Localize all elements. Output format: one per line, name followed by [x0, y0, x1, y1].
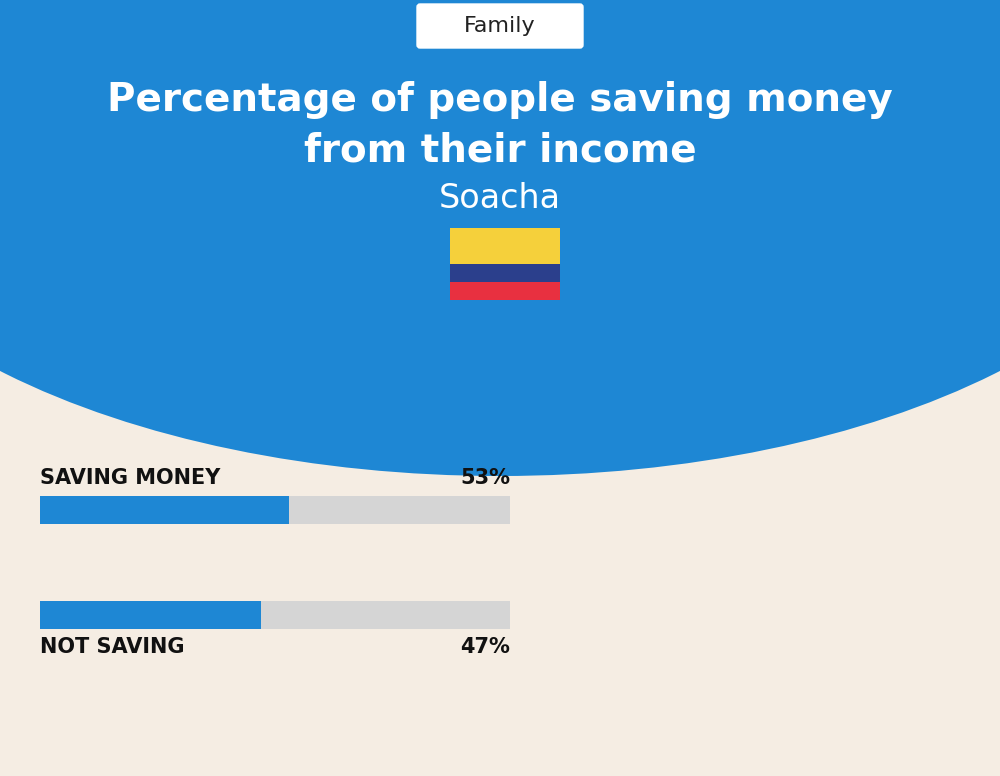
Text: Soacha: Soacha [439, 182, 561, 214]
Text: 53%: 53% [460, 468, 510, 488]
Bar [40, 496, 289, 524]
Bar [40, 496, 510, 524]
Text: NOT SAVING: NOT SAVING [40, 637, 184, 657]
Bar [450, 282, 560, 300]
Text: Percentage of people saving money: Percentage of people saving money [107, 81, 893, 119]
Text: Family: Family [464, 16, 536, 36]
Bar [40, 601, 261, 629]
Text: from their income: from their income [304, 131, 696, 169]
Text: SAVING MONEY: SAVING MONEY [40, 468, 220, 488]
Ellipse shape [0, 0, 1000, 476]
Bar [450, 264, 560, 282]
Bar [450, 228, 560, 264]
FancyBboxPatch shape [417, 4, 583, 48]
Bar [40, 601, 510, 629]
Text: 47%: 47% [460, 637, 510, 657]
